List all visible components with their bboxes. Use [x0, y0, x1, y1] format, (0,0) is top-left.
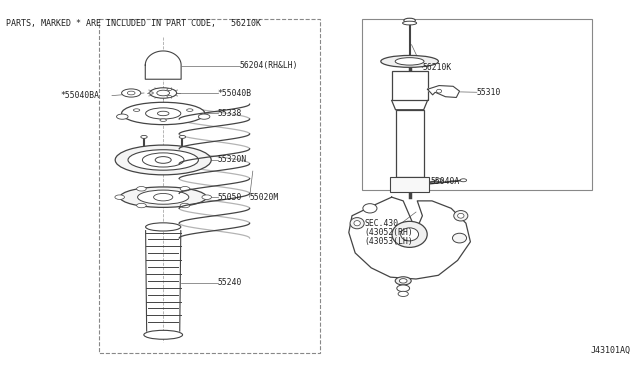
Ellipse shape: [401, 228, 419, 241]
Ellipse shape: [396, 58, 424, 65]
Ellipse shape: [128, 150, 198, 170]
Ellipse shape: [115, 195, 124, 199]
Text: 55050: 55050: [218, 193, 242, 202]
Ellipse shape: [179, 135, 186, 138]
Ellipse shape: [460, 179, 467, 182]
Ellipse shape: [187, 109, 193, 112]
Text: *55040BA: *55040BA: [61, 91, 100, 100]
Ellipse shape: [137, 186, 147, 191]
Ellipse shape: [149, 92, 154, 94]
Text: SEC.430: SEC.430: [365, 219, 399, 228]
Ellipse shape: [146, 223, 180, 231]
Ellipse shape: [122, 102, 205, 125]
Ellipse shape: [381, 55, 438, 67]
Ellipse shape: [160, 119, 166, 122]
Ellipse shape: [354, 221, 360, 226]
Ellipse shape: [155, 157, 172, 163]
Text: (43053(LH): (43053(LH): [365, 237, 413, 246]
Text: 55338: 55338: [218, 109, 242, 118]
Ellipse shape: [180, 186, 190, 191]
Ellipse shape: [403, 21, 417, 25]
Bar: [99, 19, 320, 353]
Ellipse shape: [157, 111, 169, 116]
Ellipse shape: [154, 193, 173, 201]
Ellipse shape: [133, 109, 140, 112]
Text: *55040B: *55040B: [218, 89, 252, 97]
Bar: [390, 177, 429, 192]
Polygon shape: [145, 51, 181, 79]
Ellipse shape: [142, 153, 184, 167]
Text: 55320N: 55320N: [218, 155, 247, 164]
Ellipse shape: [180, 203, 190, 208]
Text: (43052(RH): (43052(RH): [365, 228, 413, 237]
Ellipse shape: [150, 88, 177, 98]
Ellipse shape: [167, 88, 172, 90]
Text: 55240: 55240: [218, 278, 242, 287]
Ellipse shape: [436, 89, 442, 93]
Ellipse shape: [454, 211, 468, 221]
Text: 55310: 55310: [477, 88, 501, 97]
Text: PARTS, MARKED * ARE INCLUDED IN PART CODE,   56210K: PARTS, MARKED * ARE INCLUDED IN PART COD…: [6, 19, 261, 28]
Text: 55020M: 55020M: [250, 193, 279, 202]
Ellipse shape: [452, 233, 467, 243]
Polygon shape: [349, 197, 470, 279]
Polygon shape: [428, 86, 460, 97]
Ellipse shape: [157, 90, 170, 96]
Ellipse shape: [350, 218, 364, 229]
Ellipse shape: [436, 179, 442, 182]
Ellipse shape: [141, 135, 147, 138]
Ellipse shape: [144, 330, 182, 339]
Ellipse shape: [398, 291, 408, 296]
Ellipse shape: [138, 190, 189, 204]
Text: 56204(RH&LH): 56204(RH&LH): [240, 61, 298, 70]
Text: J43101AQ: J43101AQ: [590, 346, 630, 355]
Text: 56210K: 56210K: [422, 63, 452, 72]
Ellipse shape: [137, 203, 147, 208]
Ellipse shape: [127, 91, 135, 95]
Ellipse shape: [167, 96, 172, 98]
Ellipse shape: [116, 114, 128, 119]
Bar: [396, 110, 424, 177]
Ellipse shape: [146, 108, 180, 119]
Ellipse shape: [198, 114, 210, 119]
Ellipse shape: [458, 213, 464, 218]
Ellipse shape: [404, 18, 415, 23]
Ellipse shape: [120, 187, 206, 208]
Ellipse shape: [396, 277, 412, 285]
Ellipse shape: [122, 89, 141, 97]
Text: 55040A: 55040A: [430, 177, 460, 186]
Ellipse shape: [202, 195, 211, 199]
Ellipse shape: [115, 145, 211, 175]
Ellipse shape: [397, 285, 410, 292]
Ellipse shape: [399, 279, 407, 283]
Bar: [362, 19, 592, 190]
Ellipse shape: [363, 204, 377, 213]
Ellipse shape: [392, 221, 428, 247]
Bar: [392, 71, 428, 100]
